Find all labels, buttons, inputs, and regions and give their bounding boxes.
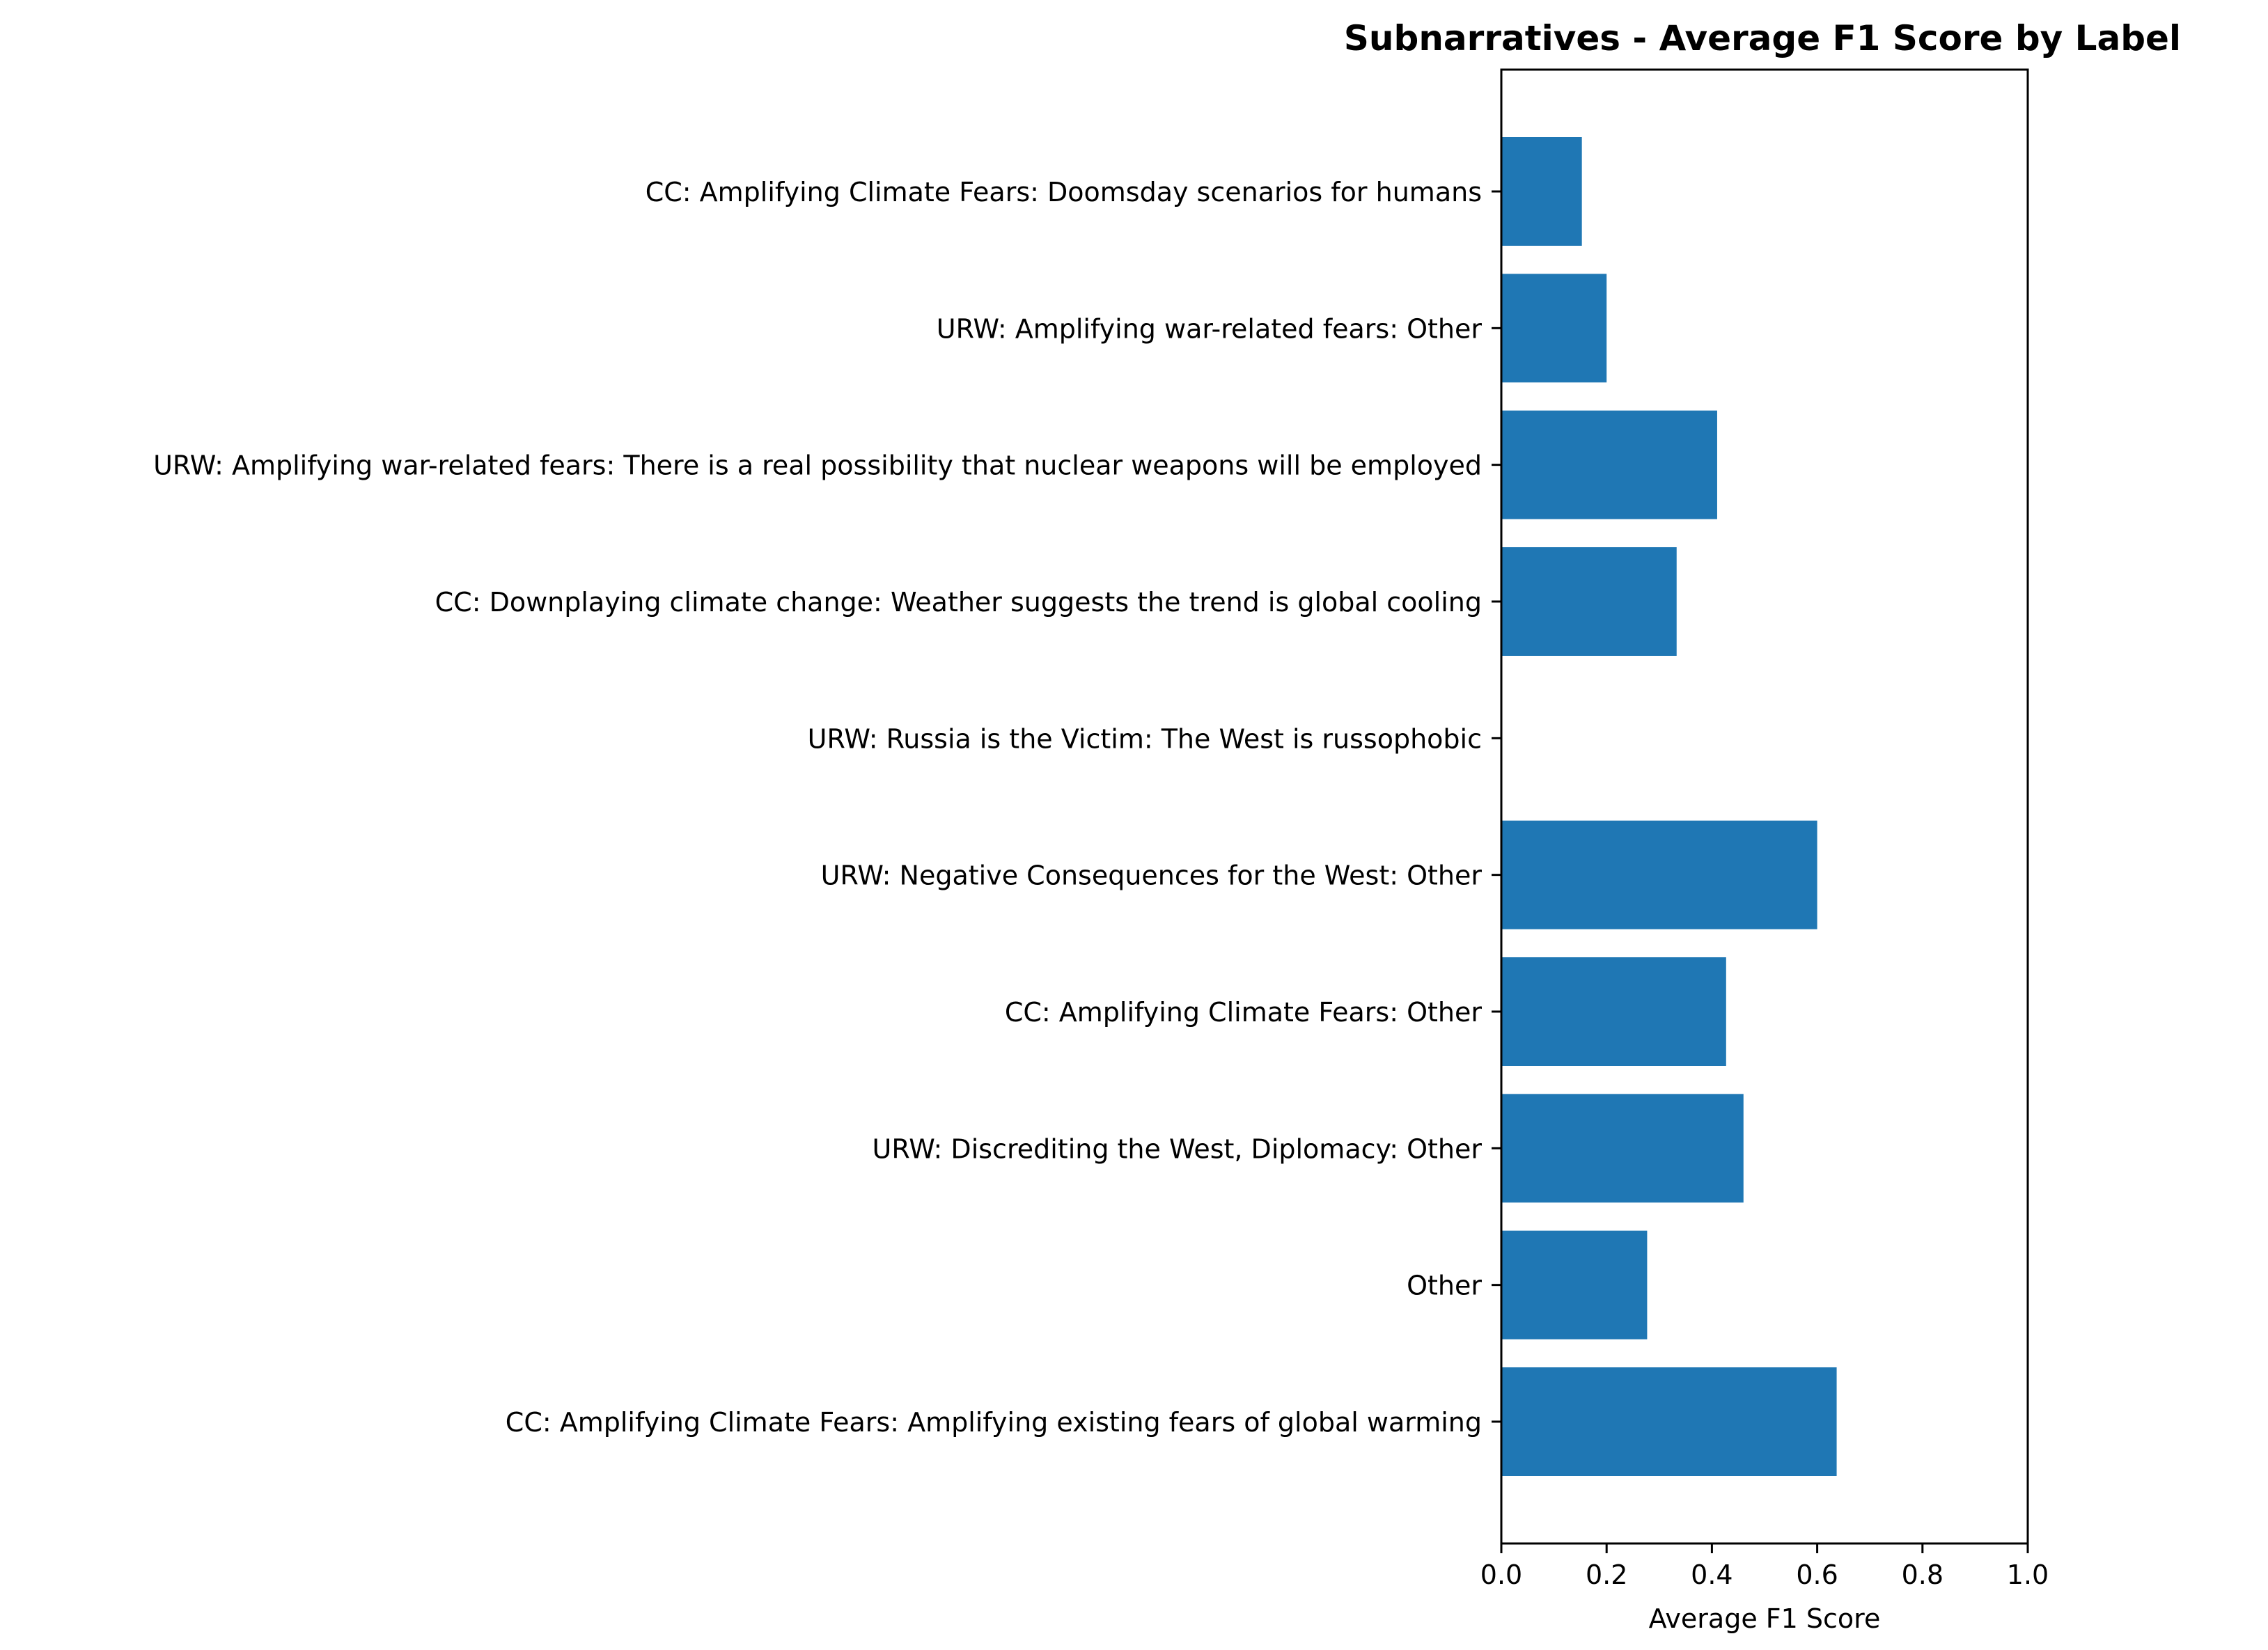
x-tick-label: 1.0 — [2007, 1559, 2049, 1590]
chart-title: Subnarratives - Average F1 Score by Labe… — [1344, 18, 2181, 58]
y-tick-label: CC: Amplifying Climate Fears: Other — [1005, 997, 1483, 1028]
x-tick-label: 0.8 — [1902, 1559, 1944, 1590]
y-tick-label: Other — [1407, 1271, 1482, 1301]
bar — [1501, 820, 1817, 929]
x-tick-label: 0.4 — [1691, 1559, 1733, 1590]
y-tick-label: CC: Amplifying Climate Fears: Amplifying… — [506, 1407, 1482, 1438]
y-tick-label: URW: Discrediting the West, Diplomacy: O… — [873, 1133, 1483, 1164]
bar — [1501, 274, 1607, 383]
x-axis-ticks: 0.0 0.2 0.4 0.6 0.8 1.0 — [1480, 1543, 2049, 1590]
y-axis-ticks: CC: Amplifying Climate Fears: Amplifying… — [153, 177, 1501, 1438]
x-tick-label: 0.2 — [1586, 1559, 1627, 1590]
bar — [1501, 1367, 1837, 1476]
y-tick-label: URW: Russia is the Victim: The West is r… — [808, 723, 1482, 754]
x-tick-label: 0.0 — [1480, 1559, 1522, 1590]
x-axis-label: Average F1 Score — [1649, 1603, 1881, 1634]
y-tick-label: URW: Amplifying war-related fears: There… — [153, 450, 1482, 481]
bar — [1501, 957, 1726, 1066]
bars-group — [1501, 137, 1837, 1476]
x-tick-label: 0.6 — [1796, 1559, 1838, 1590]
plot-frame — [1500, 68, 2029, 1545]
y-tick-label: CC: Downplaying climate change: Weather … — [435, 587, 1482, 618]
bar — [1501, 137, 1582, 246]
y-tick-label: URW: Negative Consequences for the West:… — [821, 861, 1483, 891]
bar — [1501, 1094, 1744, 1203]
bar — [1501, 410, 1717, 519]
y-tick-label: CC: Amplifying Climate Fears: Doomsday s… — [646, 177, 1482, 207]
y-tick-label: URW: Amplifying war-related fears: Other — [937, 313, 1483, 344]
bar — [1501, 547, 1677, 656]
bar — [1501, 1230, 1648, 1339]
